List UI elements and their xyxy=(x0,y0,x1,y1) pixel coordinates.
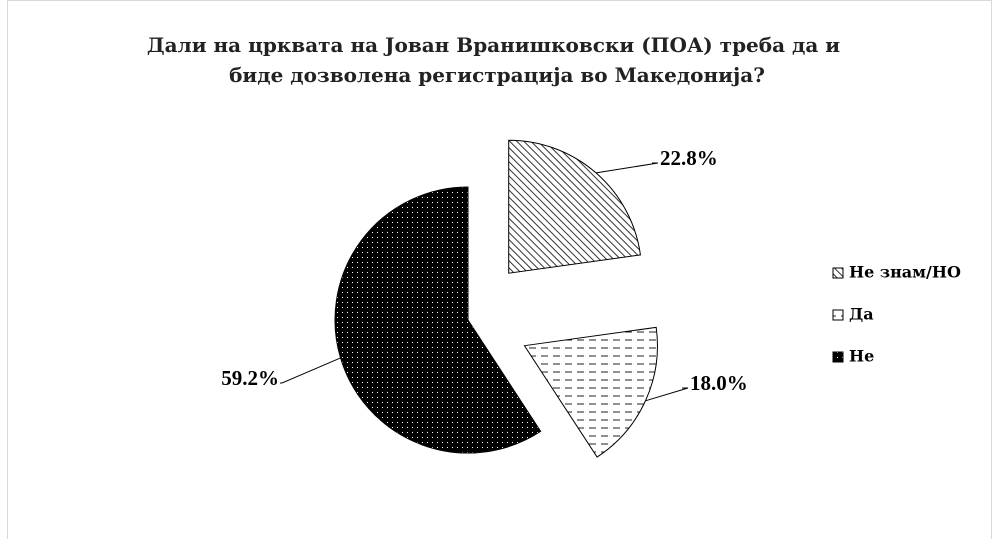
frame xyxy=(7,0,992,539)
pie-slice xyxy=(523,326,658,458)
leader-line xyxy=(645,387,689,402)
legend-swatch xyxy=(832,351,844,363)
leader-line xyxy=(280,357,341,384)
chart-title: Дали на црквата на Јован Вранишковски (П… xyxy=(147,33,847,87)
title-line: Дали на црквата на Јован Вранишковски (П… xyxy=(147,33,840,57)
data-label: 59.2% xyxy=(221,366,279,390)
pie-slice xyxy=(508,139,642,274)
legend-swatch xyxy=(832,309,844,321)
legend-label: Не знам/НО xyxy=(849,263,961,282)
legend-swatch xyxy=(832,267,844,279)
data-label: 22.8% xyxy=(660,146,718,170)
title-line: биде дозволена регистрација во Македониј… xyxy=(229,63,765,87)
legend-label: Не xyxy=(849,347,874,366)
legend-label: Да xyxy=(849,305,874,324)
leader-line xyxy=(595,162,659,174)
data-label: 18.0% xyxy=(690,371,748,395)
